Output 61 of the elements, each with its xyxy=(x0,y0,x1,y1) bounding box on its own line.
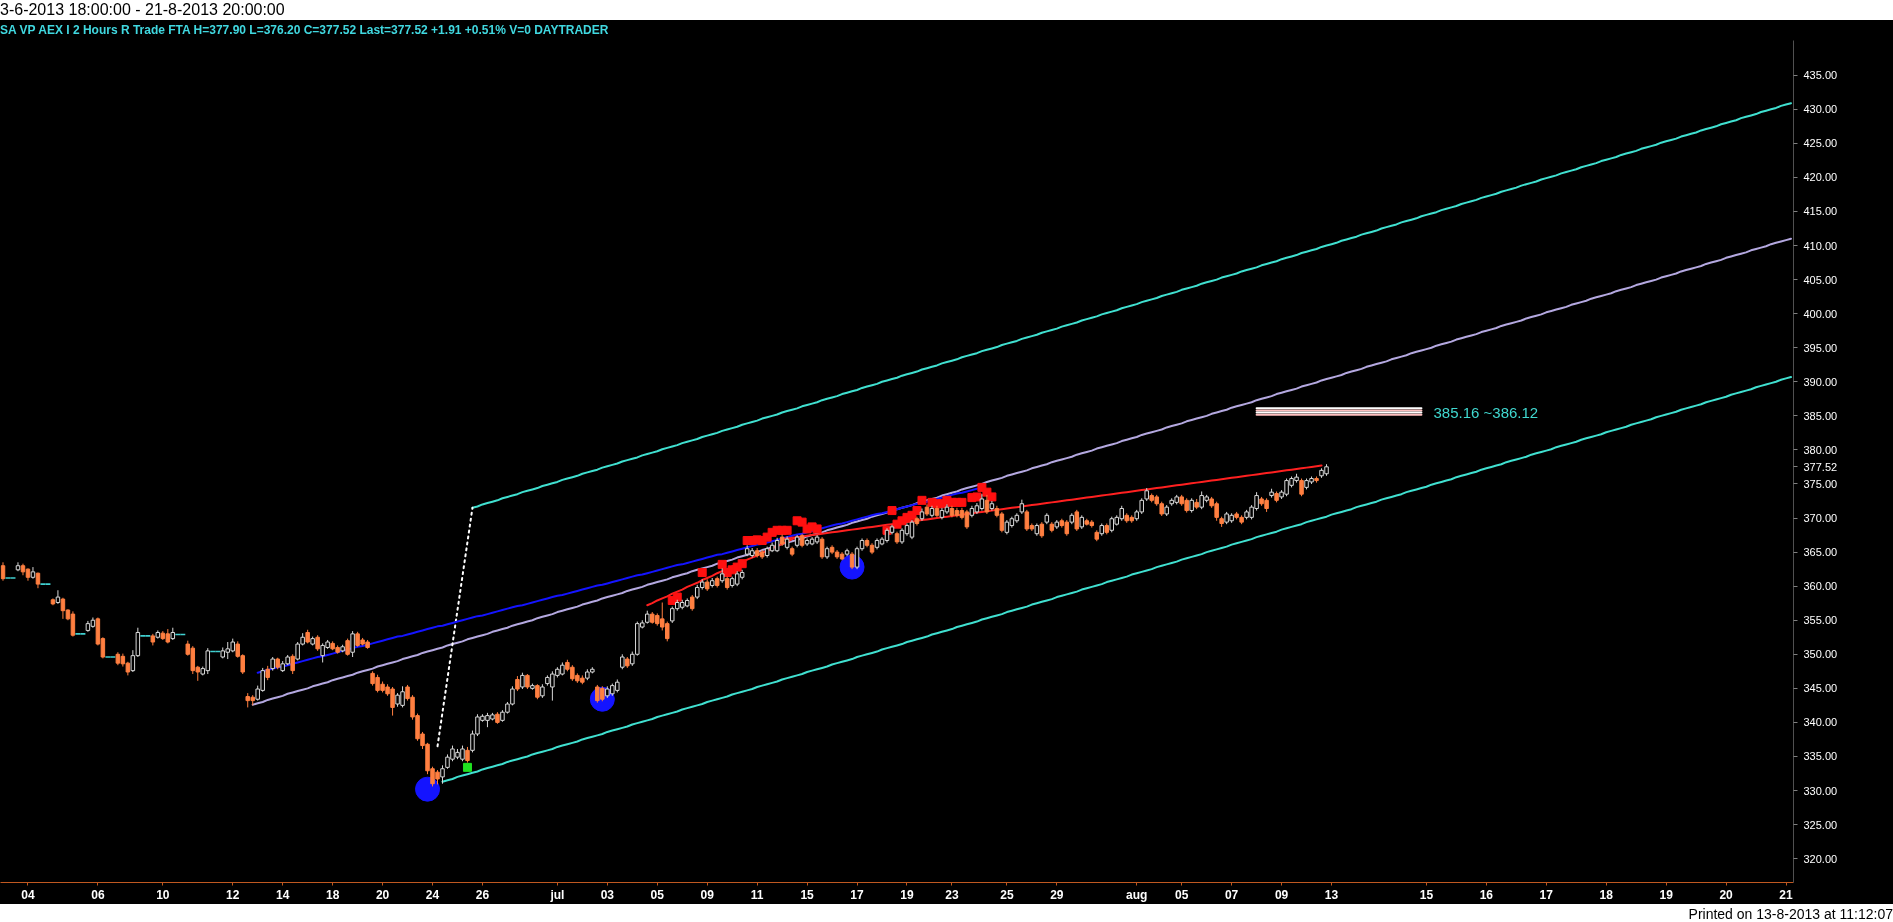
y-tick-label: 400.00 xyxy=(1803,307,1838,320)
x-tick-label: 23 xyxy=(945,887,959,902)
x-tick-label: 14 xyxy=(276,887,290,902)
x-tick-label: 06 xyxy=(91,887,105,902)
y-tick-label: 360.00 xyxy=(1803,580,1838,593)
y-tick-label: 410.00 xyxy=(1803,239,1838,252)
y-tick-label: 375.00 xyxy=(1803,477,1838,490)
y-tick-label: 330.00 xyxy=(1803,784,1838,797)
text: Printed on 13-8-2013 at 11:12:07 xyxy=(1688,905,1893,922)
x-tick-label: 03 xyxy=(600,887,615,902)
x-tick-label: 15 xyxy=(1419,887,1434,902)
x-tick-label: 04 xyxy=(21,887,35,902)
y-tick-label: 345.00 xyxy=(1803,682,1838,695)
y-tick-label: 425.00 xyxy=(1803,137,1838,150)
x-tick-label: 26 xyxy=(475,887,490,902)
y-tick-label: 415.00 xyxy=(1803,205,1838,218)
x-tick-label: 18 xyxy=(1599,887,1614,902)
y-tick-label: 380.00 xyxy=(1803,443,1838,456)
y-tick-label: 377.52 xyxy=(1803,460,1838,473)
x-tick-label: 10 xyxy=(156,887,170,902)
y-tick-label: 435.00 xyxy=(1803,69,1838,82)
x-tick-label: 19 xyxy=(1659,887,1674,902)
x-tick-label: 05 xyxy=(1175,887,1189,902)
x-tick-label: 11 xyxy=(750,887,764,902)
x-tick-label: 07 xyxy=(1224,887,1239,902)
y-tick-label: 335.00 xyxy=(1803,750,1838,763)
x-tick-label: 17 xyxy=(850,887,865,902)
x-tick-label: 29 xyxy=(1050,887,1064,902)
y-tick-label: 395.00 xyxy=(1803,341,1838,354)
x-tick-label: 17 xyxy=(1539,887,1554,902)
x-tick-label: 19 xyxy=(900,887,914,902)
x-tick-label: 24 xyxy=(425,887,440,902)
annotation: 385.16 ~386.12 xyxy=(1433,404,1539,421)
x-tick-label: 09 xyxy=(700,887,715,902)
x-tick-label: 21 xyxy=(1779,887,1794,902)
y-tick-label: 370.00 xyxy=(1803,512,1838,525)
x-tick-label: jul xyxy=(549,887,565,902)
x-tick-label: 20 xyxy=(375,887,390,902)
y-tick-label: 390.00 xyxy=(1803,375,1838,388)
x-tick-label: 18 xyxy=(325,887,340,902)
x-tick-label: 13 xyxy=(1324,887,1339,902)
y-tick-label: 365.00 xyxy=(1803,546,1838,559)
x-tick-label: 15 xyxy=(800,887,815,902)
x-tick-label: 09 xyxy=(1274,887,1289,902)
chart-subtitle: SA VP AEX I 2 Hours R Trade FTA H=377.90 L=376.20 C=377.52 Last=377.52 +1.91 +0.51% V=0 DAYTRADER xyxy=(0,22,609,39)
x-tick-label: aug xyxy=(1126,887,1148,902)
y-tick-label: 350.00 xyxy=(1803,648,1838,661)
x-tick-label: 05 xyxy=(650,887,665,902)
y-tick-label: 385.00 xyxy=(1803,409,1838,422)
y-tick-label: 355.00 xyxy=(1803,614,1838,627)
y-tick-label: 325.00 xyxy=(1803,818,1838,831)
x-tick-label: 25 xyxy=(1000,887,1014,902)
y-tick-label: 405.00 xyxy=(1803,273,1838,286)
x-tick-label: 12 xyxy=(226,887,240,902)
y-tick-label: 420.00 xyxy=(1803,171,1838,184)
y-tick-label: 430.00 xyxy=(1803,103,1838,116)
x-tick-label: 16 xyxy=(1479,887,1494,902)
x-tick-label: 20 xyxy=(1719,887,1734,902)
y-tick-label: 320.00 xyxy=(1803,852,1838,865)
chart-title: 3-6-2013 18:00:00 - 21-8-2013 20:00:00 xyxy=(0,0,285,20)
y-tick-label: 340.00 xyxy=(1803,716,1838,729)
